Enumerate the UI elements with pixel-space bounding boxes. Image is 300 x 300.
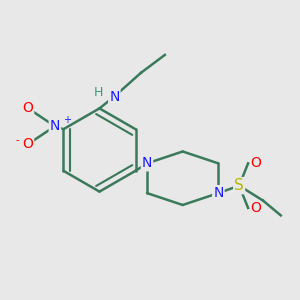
- Text: N: N: [142, 156, 152, 170]
- Text: O: O: [250, 201, 261, 215]
- Text: O: O: [23, 101, 34, 116]
- Text: -: -: [16, 135, 20, 145]
- Text: O: O: [250, 156, 261, 170]
- Text: O: O: [23, 137, 34, 151]
- Text: N: N: [50, 119, 60, 133]
- Text: N: N: [213, 186, 224, 200]
- Text: N: N: [109, 89, 119, 103]
- Text: H: H: [93, 85, 103, 98]
- Text: S: S: [234, 178, 244, 193]
- Text: +: +: [63, 115, 71, 125]
